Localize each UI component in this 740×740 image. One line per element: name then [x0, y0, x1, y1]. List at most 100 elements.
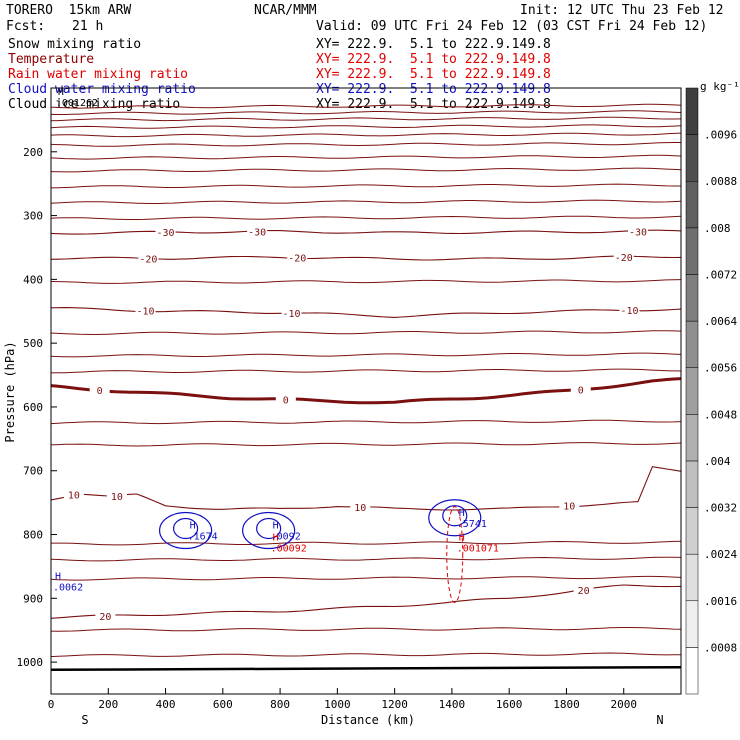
isotherm-label: 10 [354, 503, 366, 514]
isotherm-line [50, 103, 682, 109]
y-axis-title: Pressure (hPa) [3, 341, 17, 442]
y-tick-label: 200 [23, 146, 43, 159]
maximum-value: .001262 [56, 98, 98, 109]
colorbar-label: .0064 [704, 315, 737, 328]
isotherm-label: -10 [136, 307, 154, 318]
x-tick-label: 1600 [496, 698, 523, 711]
colorbar-bin [685, 553, 699, 602]
colorbar-label: .0024 [704, 548, 737, 561]
isotherm-line [50, 215, 682, 220]
isotherm-line [50, 116, 682, 122]
maximum-marker: H [459, 508, 465, 519]
colorbar-bin [685, 507, 699, 555]
colorbar-label: .0056 [704, 362, 737, 375]
ground-surface-line [50, 665, 682, 672]
colorbar-label: .008 [704, 222, 731, 235]
colorbar-label: .0072 [704, 268, 737, 281]
field-name-rain: Rain water mixing ratio [8, 67, 189, 82]
x-axis-title: Distance (km) [321, 713, 415, 727]
maximum-marker: H [190, 521, 196, 532]
isotherm-label: -20 [139, 254, 157, 265]
x-tick-label: 0 [48, 698, 55, 711]
isotherm-label: 10 [563, 502, 575, 513]
isotherm-line [50, 352, 682, 358]
x-tick-label: 1800 [553, 698, 580, 711]
isotherm-label-bg [613, 251, 634, 264]
colorbar-bin [685, 134, 699, 182]
isotherm-label: -30 [248, 228, 266, 239]
isotherm-line--30 [50, 229, 682, 235]
y-tick-label: 500 [23, 337, 43, 350]
isotherm-line [50, 110, 682, 115]
isotherm-line [50, 652, 682, 658]
isotherm-line [50, 419, 682, 425]
isotherm-line [50, 167, 682, 173]
field-xy-cloud-ice: XY= 222.9. 5.1 to 222.9.149.8 [316, 97, 551, 112]
colorbar-bin [685, 414, 699, 462]
init-time: Init: 12 UTC Thu 23 Feb 12 [520, 3, 724, 18]
field-xy-rain: XY= 222.9. 5.1 to 222.9.149.8 [316, 67, 551, 82]
plot-frame [50, 87, 682, 695]
isotherm-label: -20 [615, 253, 633, 264]
maximum-value: .1674 [188, 532, 218, 543]
colorbar-bin [685, 274, 699, 322]
field-name-cloud-ice: Cloud ice mixing ratio [8, 97, 181, 112]
isotherm-line [50, 199, 682, 204]
isotherm-line [50, 442, 682, 447]
maximum-marker: H [273, 521, 279, 532]
colorbar-bin [685, 227, 699, 275]
field-name-snow: Snow mixing ratio [8, 37, 142, 52]
isotherm-label: 20 [99, 612, 111, 623]
isotherm-label: 0 [283, 396, 289, 407]
forecast-label: Fcst: [6, 19, 46, 34]
colorbar-bin [685, 647, 699, 695]
isotherm-line [50, 279, 682, 284]
x-tick-label: 800 [270, 698, 290, 711]
maxima-layer: H.001262H.1674H.0092H.00092H.5741H.00107… [53, 87, 499, 594]
colorbar-label: .0088 [704, 175, 737, 188]
field-xy-snow: XY= 222.9. 5.1 to 222.9.149.8 [316, 37, 551, 52]
y-tick-label: 300 [23, 210, 43, 223]
cloud-water-contour [158, 511, 213, 550]
isotherm-label-bg [247, 225, 268, 238]
isotherm-line [50, 124, 682, 129]
y-tick-label: 800 [23, 529, 43, 542]
maximum-value: .001071 [457, 544, 499, 555]
isotherm-label-bg [138, 252, 159, 265]
colorbar-bin [685, 87, 699, 135]
isotherm-line [50, 556, 682, 562]
colorbar-label: .0032 [704, 502, 737, 515]
x-axis-right-end-label: N [656, 713, 663, 727]
y-axis: 200 300 400 500 600 700 800 900 1000 [17, 146, 57, 669]
cloud-layer [158, 499, 482, 604]
maximum-marker: H [58, 87, 64, 98]
isotherm-label: 0 [578, 385, 584, 396]
isotherm-label-bg [350, 501, 371, 514]
isotherm-line--10 [50, 307, 682, 318]
cloud-water-contour [442, 505, 468, 527]
isotherm-label-bg [275, 393, 296, 406]
isotherm-line [51, 540, 682, 546]
maximum-value: .0092 [271, 532, 301, 543]
colorbar-bin [685, 460, 699, 508]
x-axis-left-end-label: S [81, 713, 88, 727]
isotherm-line [50, 330, 682, 336]
isotherm-label-bg [95, 609, 116, 622]
x-tick-label: 400 [156, 698, 176, 711]
cloud-water-contour [172, 517, 199, 540]
isotherm-label: -20 [288, 253, 306, 264]
isotherm-label-bg [106, 489, 127, 502]
cloud-water-contour [242, 511, 296, 550]
colorbar-unit: g kg⁻¹ [700, 80, 740, 93]
cloud-water-contour [256, 517, 282, 540]
isotherm-line [50, 575, 682, 581]
isotherm-label: 0 [97, 386, 103, 397]
isotherm-label: -10 [283, 309, 301, 320]
field-xy-cloud-water: XY= 222.9. 5.1 to 222.9.149.8 [316, 82, 551, 97]
field-name-temperature: Temperature [8, 52, 95, 67]
isotherm-label-bg [628, 225, 649, 238]
x-tick-label: 1200 [381, 698, 408, 711]
x-axis: 0 200 400 600 800 1000 1200 1400 1600 1800 2000 [48, 688, 637, 711]
y-tick-label: 600 [23, 401, 43, 414]
